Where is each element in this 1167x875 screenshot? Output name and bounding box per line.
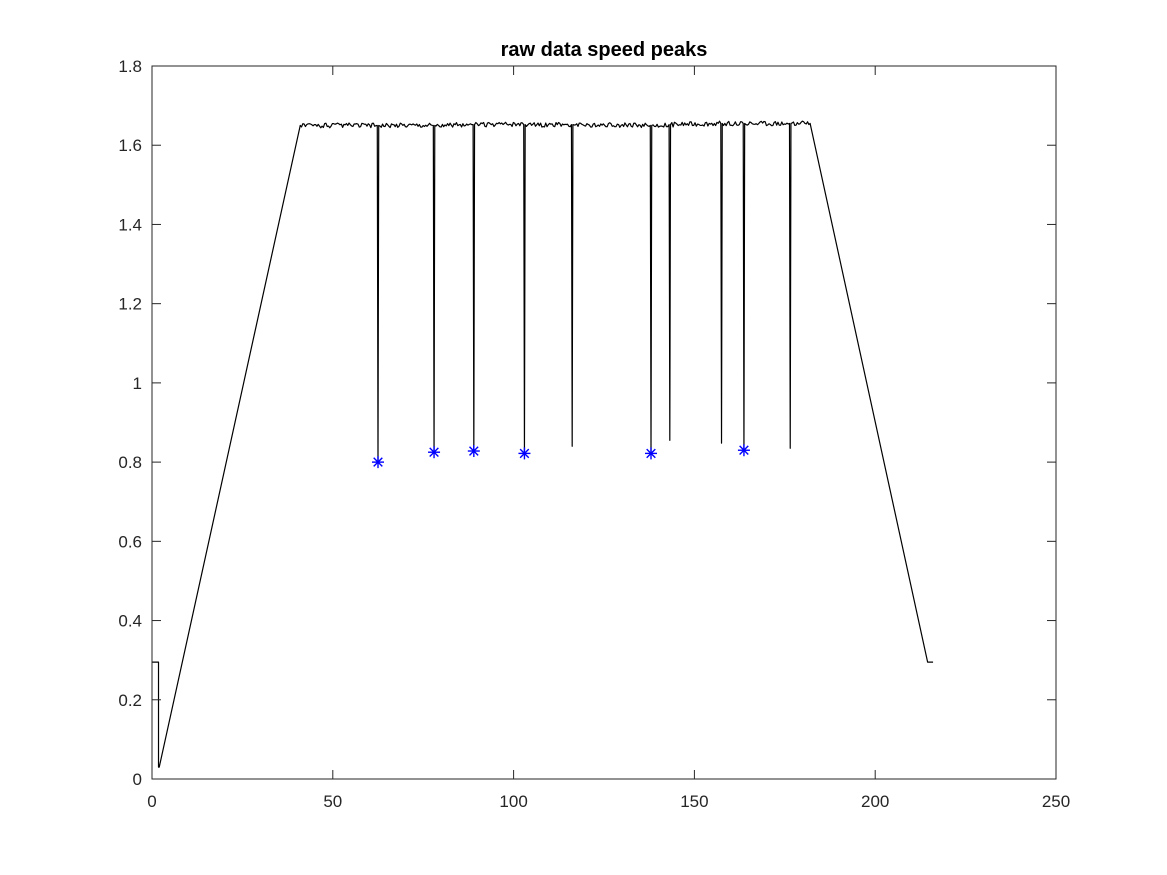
x-tick-label: 150 (680, 792, 708, 811)
y-tick-label: 0.2 (118, 691, 142, 710)
peak-marker (645, 447, 658, 460)
y-tick-label: 0 (133, 770, 142, 789)
y-tick-label: 0.8 (118, 453, 142, 472)
y-tick-label: 0.4 (118, 612, 142, 631)
y-tick-label: 0.6 (118, 532, 142, 551)
axis-ticks: 0 50 100 150 200 250 0 0.2 0.4 0.6 0.8 1 1.2 1.4 1.6 1.… (118, 57, 1070, 811)
y-tick-label: 1.2 (118, 295, 142, 314)
chart-title: raw data speed peaks (501, 39, 708, 61)
series-line (152, 120, 934, 768)
plot-area (152, 120, 934, 768)
x-tick-label: 0 (147, 792, 156, 811)
x-tick-label: 100 (499, 792, 527, 811)
y-tick-label: 1.4 (118, 215, 142, 234)
y-tick-label: 1.8 (118, 57, 142, 76)
peak-marker (737, 444, 750, 457)
x-tick-label: 200 (861, 792, 889, 811)
peak-marker (467, 445, 480, 458)
y-tick-label: 1 (133, 374, 142, 393)
peak-marker (428, 446, 441, 459)
axes-frame (151, 65, 1057, 780)
x-tick-label: 50 (323, 792, 342, 811)
x-tick-label: 250 (1042, 792, 1070, 811)
y-tick-label: 1.6 (118, 136, 142, 155)
peak-marker (518, 447, 531, 460)
peak-marker (372, 456, 384, 469)
